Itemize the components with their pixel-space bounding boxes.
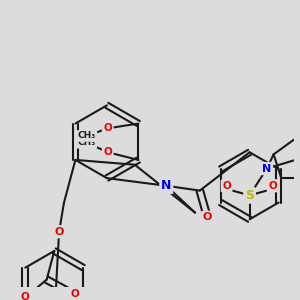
Text: O: O: [54, 227, 64, 237]
Text: N: N: [161, 179, 172, 192]
Text: O: O: [70, 289, 79, 299]
Text: O: O: [203, 212, 212, 222]
Text: O: O: [222, 181, 231, 191]
Text: CH₃: CH₃: [78, 131, 96, 140]
Text: O: O: [268, 181, 277, 191]
Text: O: O: [20, 292, 29, 300]
Text: S: S: [245, 189, 254, 202]
Text: CH₃: CH₃: [78, 138, 96, 147]
Text: O: O: [103, 147, 112, 157]
Text: N: N: [262, 164, 272, 173]
Text: O: O: [103, 123, 112, 133]
